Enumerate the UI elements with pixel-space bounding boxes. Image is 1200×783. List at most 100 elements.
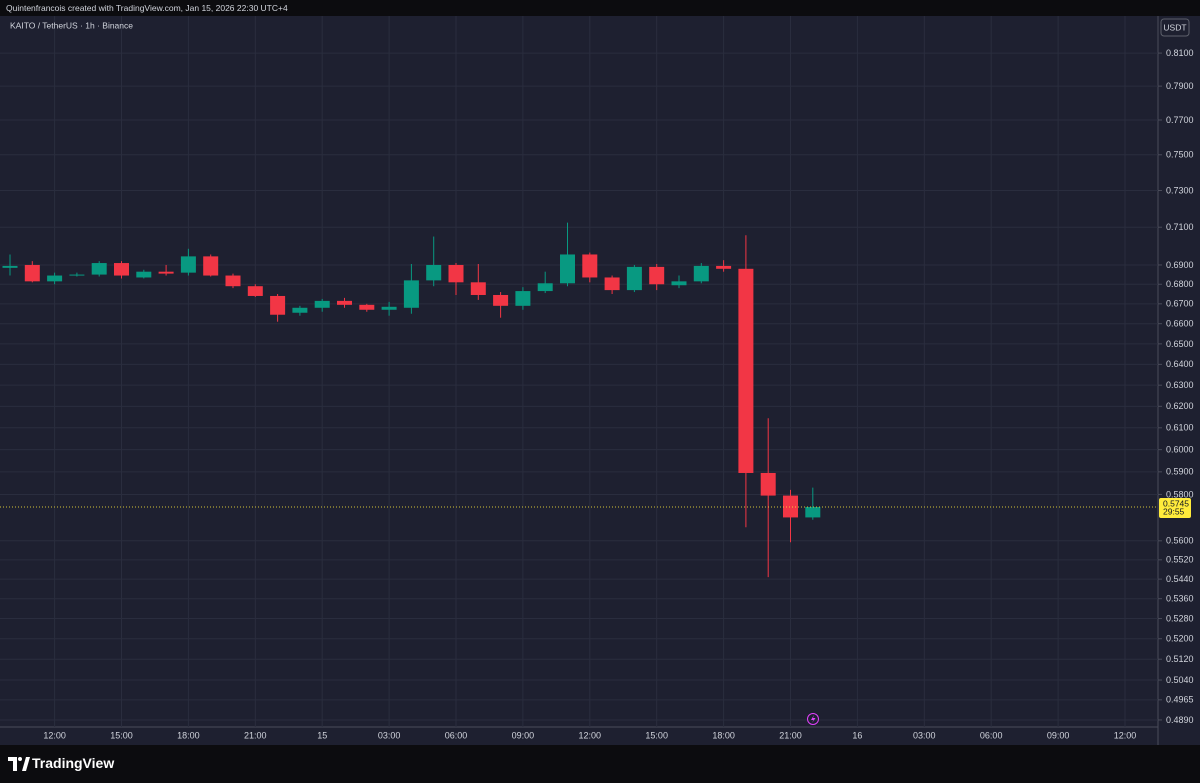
- x-tick-label: 15:00: [110, 730, 133, 740]
- candle-body: [292, 307, 308, 313]
- candle-body: [515, 291, 531, 306]
- x-tick-label: 15:00: [645, 730, 668, 740]
- y-tick-label: 0.7700: [1166, 115, 1194, 125]
- y-tick-label: 0.7100: [1166, 222, 1194, 232]
- candle-body: [180, 256, 196, 273]
- candle-body: [760, 472, 776, 496]
- icon-circle[interactable]: [807, 713, 819, 725]
- last-price-box: [1159, 498, 1191, 519]
- candle-body: [426, 264, 442, 281]
- y-tick-label: 0.6700: [1166, 299, 1194, 309]
- x-tick-label: 16: [852, 730, 862, 740]
- candles: [2, 222, 821, 578]
- candle-body: [783, 495, 798, 518]
- x-tick-label: 03:00: [913, 730, 936, 740]
- y-tick-label: 0.5040: [1166, 675, 1194, 685]
- candle-body: [582, 254, 598, 278]
- x-tick-label: 12:00: [579, 730, 602, 740]
- symbol-title: KAITO / TetherUS · 1h · Binance: [10, 20, 133, 30]
- y-tick-label: 0.7900: [1166, 81, 1194, 91]
- x-tick-label: 12:00: [43, 730, 66, 740]
- candle-body: [337, 300, 352, 305]
- y-tick-label: 0.6400: [1166, 359, 1194, 369]
- y-tick-label: 0.4965: [1166, 695, 1194, 705]
- candle-body: [448, 264, 464, 283]
- y-tick-label: 0.7300: [1166, 185, 1194, 195]
- y-tick-label: 0.5200: [1166, 634, 1194, 644]
- x-tick-label: 18:00: [177, 730, 200, 740]
- logo-dot: [18, 757, 22, 761]
- y-tick-label: 0.5440: [1166, 574, 1194, 584]
- x-tick-label: 21:00: [779, 730, 802, 740]
- y-tick-label: 0.5600: [1166, 536, 1194, 546]
- candle-body: [537, 283, 553, 292]
- candle-body: [693, 265, 709, 282]
- candle-body: [2, 265, 18, 268]
- candle-body: [158, 271, 174, 274]
- icon-bolt[interactable]: [811, 715, 816, 723]
- candle-body: [671, 281, 687, 286]
- candle-body: [493, 294, 509, 306]
- y-tick-label: 0.5280: [1166, 613, 1194, 623]
- header-caption: Quintenfrancois created with TradingView…: [6, 3, 288, 13]
- y-tick-label: 0.8100: [1166, 48, 1194, 58]
- candle-body: [738, 268, 754, 473]
- x-tick-label: 15: [317, 730, 327, 740]
- candle-body: [381, 306, 397, 310]
- y-tick-label: 0.7500: [1166, 150, 1194, 160]
- last-price-label: 0.5745: [1163, 498, 1189, 508]
- candle-body: [69, 274, 85, 276]
- candle-body: [203, 256, 219, 276]
- y-tick-label: 0.6200: [1166, 401, 1194, 411]
- y-tick-label: 0.5120: [1166, 654, 1194, 664]
- logo-shape: [8, 757, 17, 771]
- candle-body: [716, 265, 732, 269]
- x-tick-label: 06:00: [980, 730, 1003, 740]
- candle-body: [24, 264, 40, 282]
- y-tick-label: 0.6800: [1166, 279, 1194, 289]
- candle-body: [805, 507, 821, 518]
- footer-bar: [0, 745, 1200, 783]
- y-tick-label: 0.6100: [1166, 423, 1194, 433]
- grid: [0, 16, 1158, 727]
- candle-body: [403, 280, 419, 308]
- y-tick-label: 0.6300: [1166, 380, 1194, 390]
- x-tick-label: 09:00: [1047, 730, 1070, 740]
- y-tick-label: 0.5520: [1166, 555, 1194, 565]
- brand-logo: [8, 757, 30, 771]
- y-tick-label: 0.6600: [1166, 319, 1194, 329]
- y-tick-label: 0.6900: [1166, 260, 1194, 270]
- x-tick-label: 21:00: [244, 730, 267, 740]
- logo-slash: [22, 757, 30, 771]
- y-tick-label: 0.6500: [1166, 339, 1194, 349]
- candle-body: [91, 263, 107, 275]
- y-tick-label: 0.5360: [1166, 594, 1194, 604]
- x-tick-label: 06:00: [445, 730, 468, 740]
- currency-label[interactable]: USDT: [1163, 22, 1186, 32]
- currency-box[interactable]: [1160, 18, 1190, 37]
- header-bar: [0, 0, 1200, 16]
- candle-body: [136, 271, 152, 278]
- x-tick-label: 18:00: [712, 730, 735, 740]
- countdown-label: 29:55: [1163, 506, 1185, 516]
- plot-background: [0, 16, 1200, 745]
- brand-name: TradingView: [32, 755, 114, 771]
- candle-body: [649, 266, 665, 285]
- y-tick-label: 0.6000: [1166, 445, 1194, 455]
- candle-body: [359, 304, 375, 310]
- x-tick-label: 12:00: [1114, 730, 1137, 740]
- y-tick-label: 0.5900: [1166, 467, 1194, 477]
- lightning-icon[interactable]: [807, 713, 819, 725]
- candle-body: [314, 300, 330, 308]
- candle-body: [225, 275, 241, 287]
- y-tick-label: 0.4890: [1166, 715, 1194, 725]
- candle-body: [604, 277, 620, 291]
- candle-body: [270, 295, 286, 315]
- candle-body: [47, 275, 63, 282]
- candle-body: [626, 266, 642, 291]
- x-tick-label: 03:00: [378, 730, 401, 740]
- candle-body: [247, 286, 263, 296]
- candle-body: [470, 282, 486, 295]
- candle-body: [560, 254, 575, 284]
